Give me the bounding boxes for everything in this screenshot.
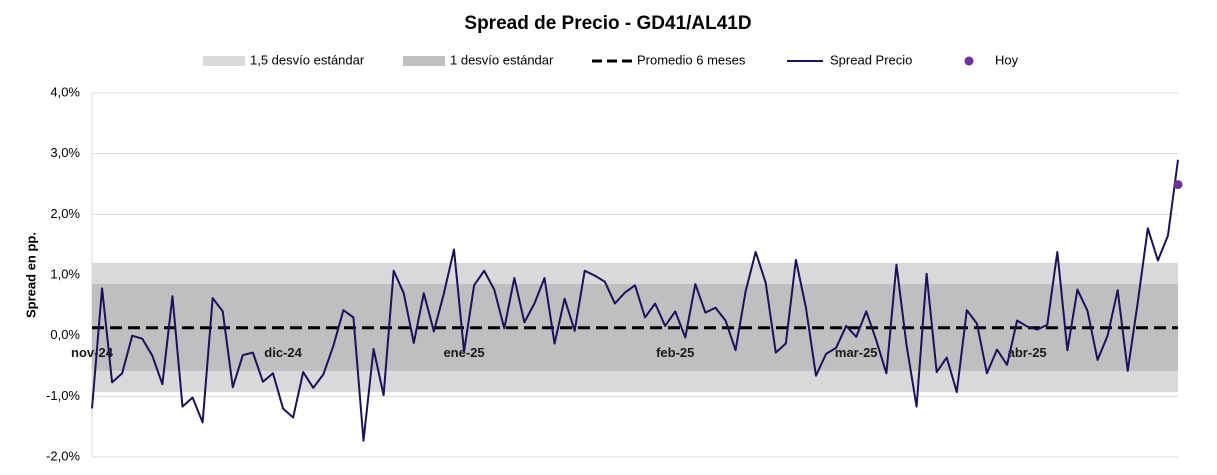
x-tick-label: abr-25 — [1008, 345, 1047, 360]
legend-swatch — [964, 56, 974, 66]
y-axis-label: Spread en pp. — [23, 232, 38, 318]
legend-label: Hoy — [995, 52, 1019, 67]
x-tick-label: dic-24 — [264, 345, 302, 360]
x-tick-label: ene-25 — [443, 345, 484, 360]
legend-swatch — [403, 56, 445, 66]
x-tick-label: mar-25 — [835, 345, 878, 360]
legend-label: 1,5 desvío estándar — [250, 52, 365, 67]
x-tick-label: feb-25 — [656, 345, 694, 360]
legend-label: Spread Precio — [830, 52, 912, 67]
y-tick-label: 0,0% — [50, 327, 80, 342]
y-tick-label: 4,0% — [50, 84, 80, 99]
legend-swatch — [203, 56, 245, 66]
x-tick-label: nov-24 — [71, 345, 114, 360]
y-tick-label: -1,0% — [46, 388, 80, 403]
y-tick-label: -2,0% — [46, 448, 80, 463]
y-tick-label: 3,0% — [50, 145, 80, 160]
y-tick-label: 2,0% — [50, 206, 80, 221]
chart-title: Spread de Precio - GD41/AL41D — [464, 13, 751, 34]
legend-label: 1 desvío estándar — [450, 52, 554, 67]
spread-line — [91, 159, 1179, 442]
y-tick-label: 1,0% — [50, 266, 80, 281]
today-point — [1173, 180, 1183, 190]
legend-label: Promedio 6 meses — [637, 52, 746, 67]
